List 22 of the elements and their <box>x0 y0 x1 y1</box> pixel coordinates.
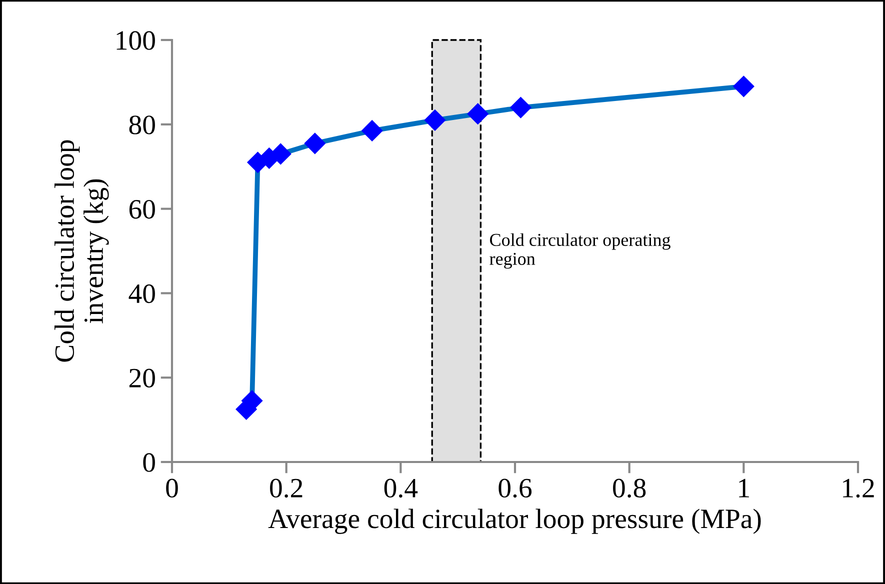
point <box>362 120 383 142</box>
point <box>510 97 532 118</box>
y-axis-title: Cold circulator loop inventry (kg) <box>54 140 109 362</box>
x-tick-label: 0.6 <box>498 478 532 498</box>
x-tick-label: 0 <box>166 478 178 498</box>
x-tick-label: 1.2 <box>843 478 874 498</box>
point <box>467 103 488 124</box>
x-tick-label: 0.8 <box>613 478 646 498</box>
band-label: Cold circulator operating region <box>490 233 670 269</box>
x-tick-label: 0.4 <box>384 478 418 498</box>
point <box>424 110 446 131</box>
y-tick-label: 0 <box>143 453 155 472</box>
y-tick-label: 60 <box>129 200 155 219</box>
y-tick-label: 80 <box>129 116 155 134</box>
y-tick-label: 40 <box>128 284 155 304</box>
x-tick-label: 1 <box>739 478 749 498</box>
x-tick-label: 0.2 <box>270 478 302 498</box>
y-tick-label: 20 <box>129 368 155 388</box>
x-axis-title: Average cold circulator loop pressure (MPa) <box>268 508 761 534</box>
point <box>733 76 754 97</box>
point <box>304 132 326 154</box>
y-tick-label: 100 <box>116 31 155 50</box>
